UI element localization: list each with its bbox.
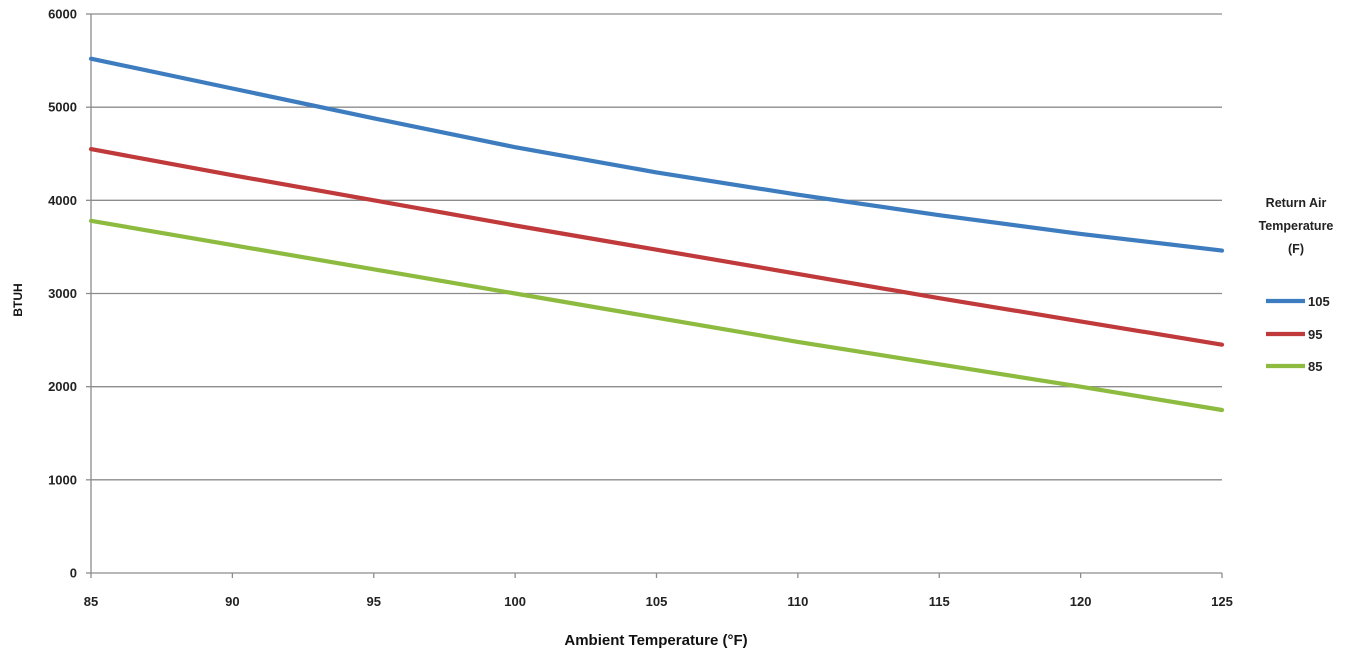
legend: Return Air Temperature (F) 105 95 85 bbox=[1259, 196, 1334, 374]
series-line-95 bbox=[88, 147, 1225, 347]
legend-entry-label: 95 bbox=[1308, 327, 1322, 342]
x-axis-label: Ambient Temperature (°F) bbox=[564, 632, 747, 649]
legend-title-line: (F) bbox=[1288, 242, 1304, 256]
y-tick-labels: 0 1000 2000 3000 4000 5000 6000 bbox=[48, 7, 77, 581]
y-axis-label: BTUH bbox=[11, 283, 25, 316]
y-tick-label: 4000 bbox=[48, 193, 77, 208]
series-line-105 bbox=[88, 56, 1225, 253]
legend-title-line: Temperature bbox=[1259, 219, 1334, 233]
y-tick-label: 1000 bbox=[48, 472, 77, 487]
x-tick-label: 115 bbox=[929, 594, 950, 609]
y-tick-label: 6000 bbox=[48, 7, 77, 22]
series-lines bbox=[88, 56, 1225, 413]
y-tick-label: 3000 bbox=[48, 286, 77, 301]
x-tick-label: 105 bbox=[646, 594, 668, 609]
x-tick-label: 85 bbox=[84, 594, 98, 609]
x-tick-label: 100 bbox=[504, 594, 526, 609]
legend-title-line: Return Air bbox=[1266, 196, 1327, 210]
x-tick-label: 120 bbox=[1070, 594, 1092, 609]
series-line-85 bbox=[88, 218, 1225, 413]
x-tick-label: 95 bbox=[367, 594, 381, 609]
x-tick-label: 110 bbox=[787, 594, 808, 609]
y-tick-label: 2000 bbox=[48, 379, 77, 394]
x-tick-labels: 85 90 95 100 105 110 115 120 125 bbox=[84, 594, 1233, 609]
legend-entry-label: 105 bbox=[1308, 294, 1330, 309]
x-tick-label: 125 bbox=[1211, 594, 1233, 609]
y-tick-label: 5000 bbox=[48, 100, 77, 115]
legend-entry-label: 85 bbox=[1308, 359, 1322, 374]
grid-lines bbox=[86, 13, 1223, 578]
y-tick-label: 0 bbox=[70, 566, 77, 581]
x-tick-label: 90 bbox=[225, 594, 239, 609]
